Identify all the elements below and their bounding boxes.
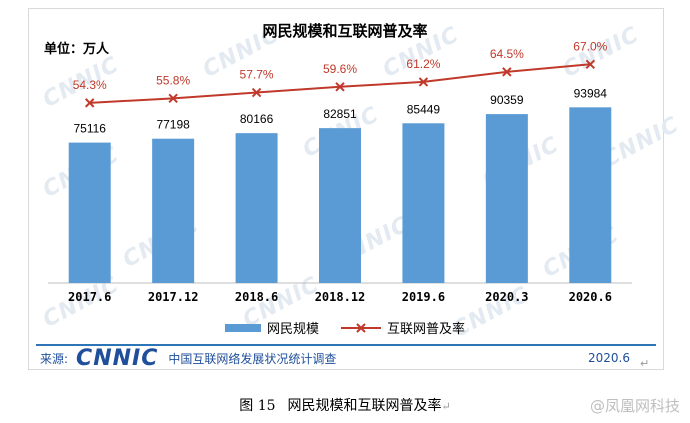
footer-divider xyxy=(36,344,656,346)
legend-item-bar: 网民规模 xyxy=(224,318,319,337)
bar xyxy=(319,128,361,283)
line-value-label: 59.6% xyxy=(323,62,357,76)
line-value-label: 61.2% xyxy=(406,57,440,71)
bar xyxy=(68,142,111,283)
bar xyxy=(235,133,278,283)
x-tick-label: 2017.12 xyxy=(148,290,199,304)
cnnic-logo: CNNIC xyxy=(76,345,159,371)
line-value-label: 67.0% xyxy=(573,39,607,53)
line-marker xyxy=(168,93,178,104)
line-value-label: 55.8% xyxy=(156,73,190,87)
bar-value-label: 85449 xyxy=(407,102,441,116)
x-tick-label: 2020.6 xyxy=(569,290,612,304)
line-value-label: 54.3% xyxy=(73,78,107,92)
chart-title: 网民规模和互联网普及率 xyxy=(262,22,428,40)
legend-item-line: 互联网普及率 xyxy=(341,318,465,337)
line-marker xyxy=(335,82,345,92)
source-footer: 来源: CNNIC 中国互联网络发展状况统计调查 2020.6 xyxy=(40,345,630,371)
bar-value-label: 82851 xyxy=(323,107,357,121)
bar-value-label: 75116 xyxy=(73,122,106,136)
bar-value-label: 90359 xyxy=(490,93,524,107)
return-mark-icon: ↵ xyxy=(441,400,451,413)
figure-caption: 图 15 网民规模和互联网普及率↵ xyxy=(0,395,690,415)
source-text: 中国互联网络发展状况统计调查 xyxy=(168,351,337,366)
caption-number: 图 15 xyxy=(239,398,276,414)
chart-frame xyxy=(28,8,664,370)
bar xyxy=(569,107,612,284)
x-tick-label: 2018.12 xyxy=(315,290,366,304)
legend-line-swatch xyxy=(341,322,381,333)
bar xyxy=(402,123,445,284)
return-mark-icon: ↵ xyxy=(640,357,650,370)
line-marker xyxy=(418,77,429,87)
legend: 网民规模 互联网普及率 xyxy=(0,318,690,337)
x-tick-label: 2019.6 xyxy=(402,290,445,304)
bar-value-label: 77198 xyxy=(156,118,190,132)
bar-value-label: 93984 xyxy=(574,86,608,100)
bar xyxy=(152,138,195,283)
x-tick-label: 2018.6 xyxy=(235,290,278,304)
legend-line-label: 互联网普及率 xyxy=(387,322,466,337)
x-tick-label: 2020.3 xyxy=(485,290,528,304)
line-value-label: 57.7% xyxy=(240,68,274,82)
line-marker xyxy=(585,59,595,70)
line-value-label: 64.5% xyxy=(490,47,524,61)
legend-bar-swatch xyxy=(224,323,261,332)
legend-bar-label: 网民规模 xyxy=(266,322,319,337)
line-marker xyxy=(502,67,512,77)
weibo-watermark: @凤凰网科技 xyxy=(589,397,680,415)
bar xyxy=(485,114,528,283)
source-label: 来源: xyxy=(40,351,69,366)
x-tick-label: 2017.6 xyxy=(68,290,111,304)
caption-text: 网民规模和互联网普及率 xyxy=(287,398,442,414)
bar-value-label: 80166 xyxy=(240,112,274,126)
line-marker xyxy=(251,87,262,98)
line-marker xyxy=(85,98,95,108)
source-date: 2020.6 xyxy=(588,351,630,365)
unit-label: 单位：万人 xyxy=(44,42,110,57)
